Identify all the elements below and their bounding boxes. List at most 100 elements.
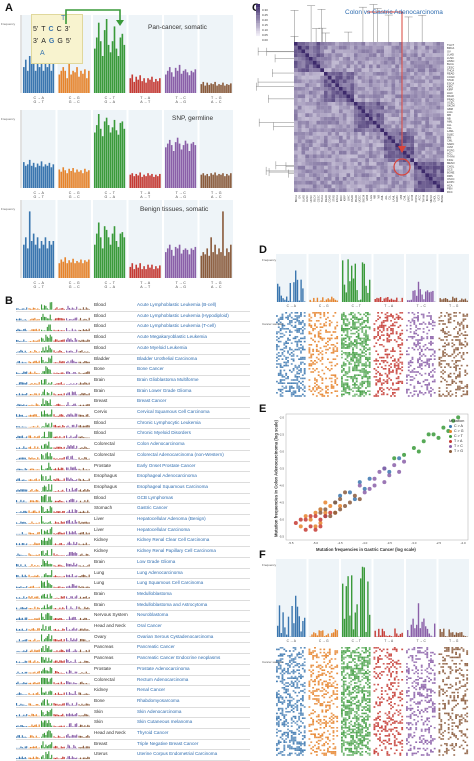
heatmap-cell (313, 158, 317, 162)
heatmap-cell (373, 76, 377, 80)
cancer-type-link[interactable]: Medulloblastoma and Astrocytoma (137, 602, 207, 607)
heatmap-cell (324, 95, 328, 99)
cancer-type-link[interactable]: Bladder Urothelial Carcinoma (137, 356, 197, 361)
heatmap-cell (332, 83, 336, 87)
cancer-type-link[interactable]: GCB Lymphomas (137, 495, 173, 500)
heatmap-cell (418, 147, 422, 151)
sparkline-bar (84, 447, 85, 449)
bar (108, 125, 110, 188)
cancer-type-link[interactable]: Cervical Squamous Cell Carcinoma (137, 409, 210, 414)
cancer-type-link[interactable]: Kidney Renal Clear Cell Carcinoma (137, 537, 209, 542)
heatmap-cell (278, 352, 280, 354)
cancer-type-link[interactable]: Brain Lower Grade Glioma (137, 388, 191, 393)
sparkline-bar (72, 351, 73, 352)
cancer-type-link[interactable]: Chronic Myeloid Disorders (137, 430, 191, 435)
cancer-type-link[interactable]: Triple Negative Breast Cancer (137, 741, 198, 746)
cancer-type-link[interactable]: Hepatocellular Adenoma (Benign) (137, 516, 206, 521)
cancer-type-link[interactable]: Medulloblastoma (137, 591, 172, 596)
cancer-type-link[interactable]: Lung Adenocarcinoma (137, 570, 183, 575)
bar (328, 298, 329, 302)
sparkline-bar (87, 735, 88, 738)
bar (122, 232, 124, 278)
heatmap-cell (380, 155, 384, 159)
sparkline-bar (37, 704, 38, 706)
sparkline-bar (55, 652, 56, 653)
cancer-type-link[interactable]: Colorectal Adenocarcinoma (non-Western) (137, 452, 224, 457)
sparkline-bar (31, 735, 32, 737)
sparkline-bar (33, 662, 34, 663)
cancer-type-link[interactable]: Gastric Cancer (137, 505, 168, 510)
heatmap-cell (305, 158, 309, 162)
cancer-type-link[interactable]: Brain Glioblastoma Multiforme (137, 377, 199, 382)
heatmap-cell (440, 42, 444, 46)
cancer-type-link[interactable]: Renal Cancer (137, 687, 165, 692)
sparkline-bar (29, 553, 30, 556)
cancer-type-link[interactable]: Uterine Corpus Endometrial Carcinoma (137, 751, 217, 756)
cancer-type-link[interactable]: Skin Cutaneous melanoma (137, 719, 192, 724)
bar (185, 248, 187, 278)
cancer-type-link[interactable]: Acute Lymphoblastic Leukemia (T-cell) (137, 323, 216, 328)
cancer-type-link[interactable]: Acute Myeloid Leukemia (137, 345, 187, 350)
row-dendrogram-branch (274, 122, 294, 130)
heatmap-cell (294, 177, 298, 181)
sparkline-bar (30, 406, 31, 407)
cancer-type-link[interactable]: Ovarian Serous Cystadenocarcinoma (137, 634, 213, 639)
heatmap-cell (313, 125, 317, 129)
heatmap-cell (309, 318, 311, 320)
heatmap-cell (369, 72, 373, 76)
cancer-type-link[interactable]: Pancreatic Cancer (137, 644, 175, 649)
sparkline-bar (39, 479, 40, 481)
row-divider (16, 642, 250, 643)
sparkline-bar (86, 405, 87, 406)
heatmap-cell (336, 322, 338, 324)
row-divider (16, 610, 250, 611)
heatmap-col-label: LGG (369, 195, 373, 200)
bar (66, 173, 68, 188)
sparkline-bar (70, 427, 71, 428)
heatmap-cell (320, 61, 324, 65)
heatmap-cell (291, 355, 293, 357)
row-divider (16, 375, 250, 376)
cancer-type-link[interactable]: Lung Squamous Cell Carcinoma (137, 580, 203, 585)
cancer-type-link[interactable]: Prostate Adenocarcinoma (137, 666, 190, 671)
bar (64, 170, 66, 188)
cancer-type-link[interactable]: Breast Cancer (137, 398, 166, 403)
cancer-type-link[interactable]: Esophageal Squamous Carcinoma (137, 484, 208, 489)
cancer-type-link[interactable]: Kidney Renal Papillary Cell Carcinoma (137, 548, 216, 553)
bar (189, 254, 191, 278)
heatmap-cell (335, 110, 339, 114)
heatmap-cell (403, 117, 407, 121)
cancer-type-link[interactable]: Colon Adenocarcinoma (137, 441, 185, 446)
cancer-type-link[interactable]: Early Onset Prostate Cancer (137, 463, 195, 468)
cancer-type-link[interactable]: Acute Megakaryoblastic Leukemia (137, 334, 207, 339)
heatmap-cell (298, 80, 302, 84)
sparkline-bar (45, 553, 46, 556)
cancer-type-link[interactable]: Neuroblastoma (137, 612, 168, 617)
cancer-type-link[interactable]: Acute Lymphoblastic Leukemia (Hypodiploi… (137, 313, 229, 318)
heatmap-cell (300, 371, 302, 373)
cancer-type-link[interactable]: Thyroid Cancer (137, 730, 168, 735)
cancer-type-link[interactable]: Oral Cancer (137, 623, 162, 628)
cancer-type-link[interactable]: Acute Lymphoblastic Leukemia (B-cell) (137, 302, 216, 307)
cancer-type-link[interactable]: Bone Cancer (137, 366, 164, 371)
sparkline-bar (70, 682, 71, 684)
cancer-type-link[interactable]: Rhabdomyosarcoma (137, 698, 179, 703)
cancer-type-link[interactable]: Pancreatic Cancer Endocrine neoplasms (137, 655, 220, 660)
cancer-type-link[interactable]: Low Grade Glioma (137, 559, 175, 564)
cancer-type-link[interactable]: Esophageal Adenocarcinoma (137, 473, 197, 478)
cancer-type-link[interactable]: Chronic Lymphocytic Leukemia (137, 420, 201, 425)
cancer-type-link[interactable]: Skin Adenocarcinoma (137, 709, 181, 714)
sparkline-bar (62, 747, 63, 748)
sparkline-bar (87, 587, 88, 588)
cancer-type-link[interactable]: Hepatocellular Carcinoma (137, 527, 190, 532)
heatmap-cell (341, 315, 343, 317)
sparkline-bar (19, 597, 20, 598)
heatmap-cell (343, 110, 347, 114)
sparkline-bar (83, 319, 84, 320)
sparkline-bar (67, 650, 68, 652)
cancer-type-link[interactable]: Rectum Adenocarcinoma (137, 677, 188, 682)
heatmap-cell (336, 347, 338, 349)
heatmap-cell (352, 325, 354, 327)
sparkline-bar (86, 618, 87, 620)
heatmap-cell (373, 140, 377, 144)
